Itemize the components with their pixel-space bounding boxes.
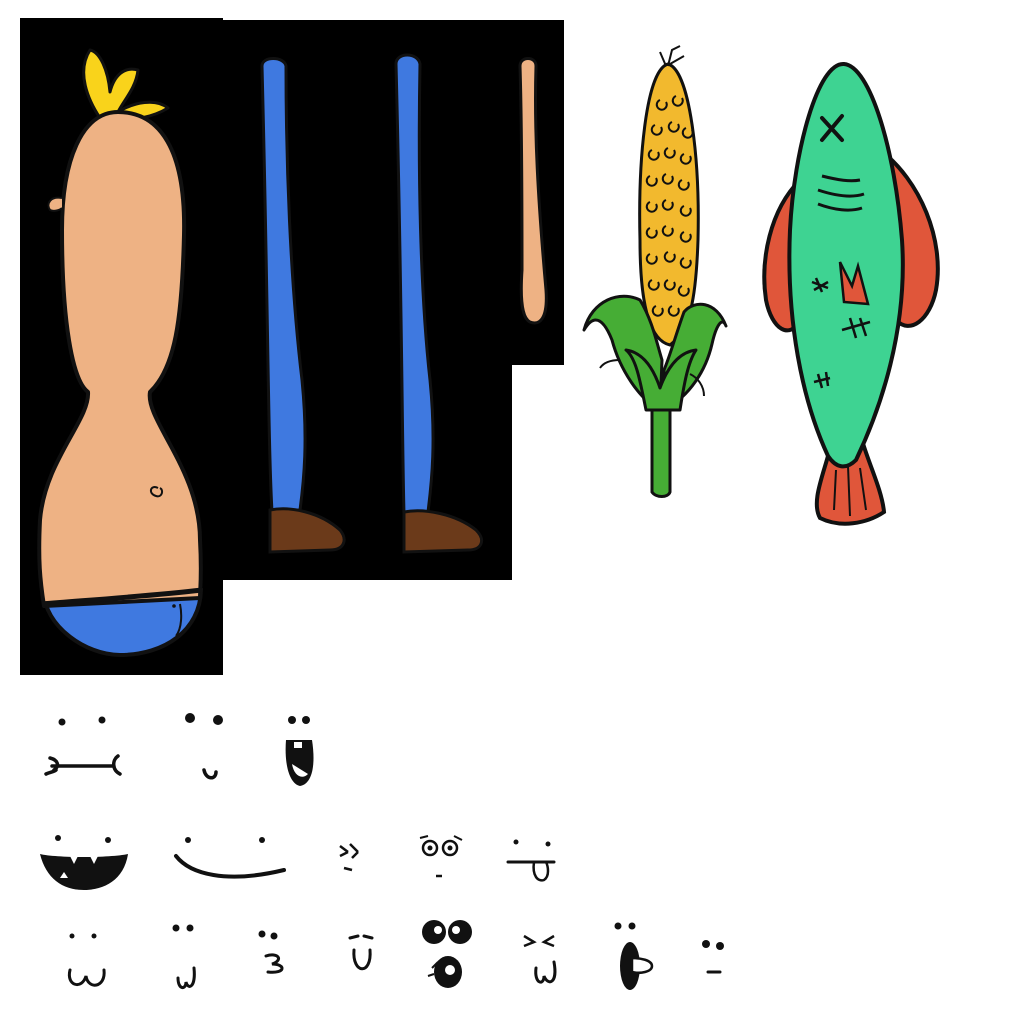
torso-sprite [37, 48, 204, 658]
face-three-mouth [258, 930, 284, 974]
face-small-smile [185, 713, 223, 780]
face-googly-eyes [419, 835, 463, 878]
face-neutral [702, 940, 724, 974]
fish-icon [762, 61, 940, 526]
face-small-w [172, 924, 196, 989]
corn-icon [582, 45, 728, 498]
face-wide-smile [174, 837, 286, 879]
face-tongue-out [506, 839, 556, 882]
face-shocked [422, 920, 472, 988]
face-wink-w [523, 934, 557, 984]
face-squint [339, 843, 359, 872]
leg-sprite-right [394, 53, 484, 554]
face-tongue-side [614, 922, 654, 990]
face-w-mouth [67, 933, 106, 987]
face-big-grin [40, 835, 128, 890]
face-open-mouth [285, 716, 314, 786]
face-u-mouth [348, 934, 374, 971]
face-bone-mouth [44, 716, 122, 776]
arm-sprite [518, 57, 548, 325]
leg-sprite-left [260, 57, 346, 554]
